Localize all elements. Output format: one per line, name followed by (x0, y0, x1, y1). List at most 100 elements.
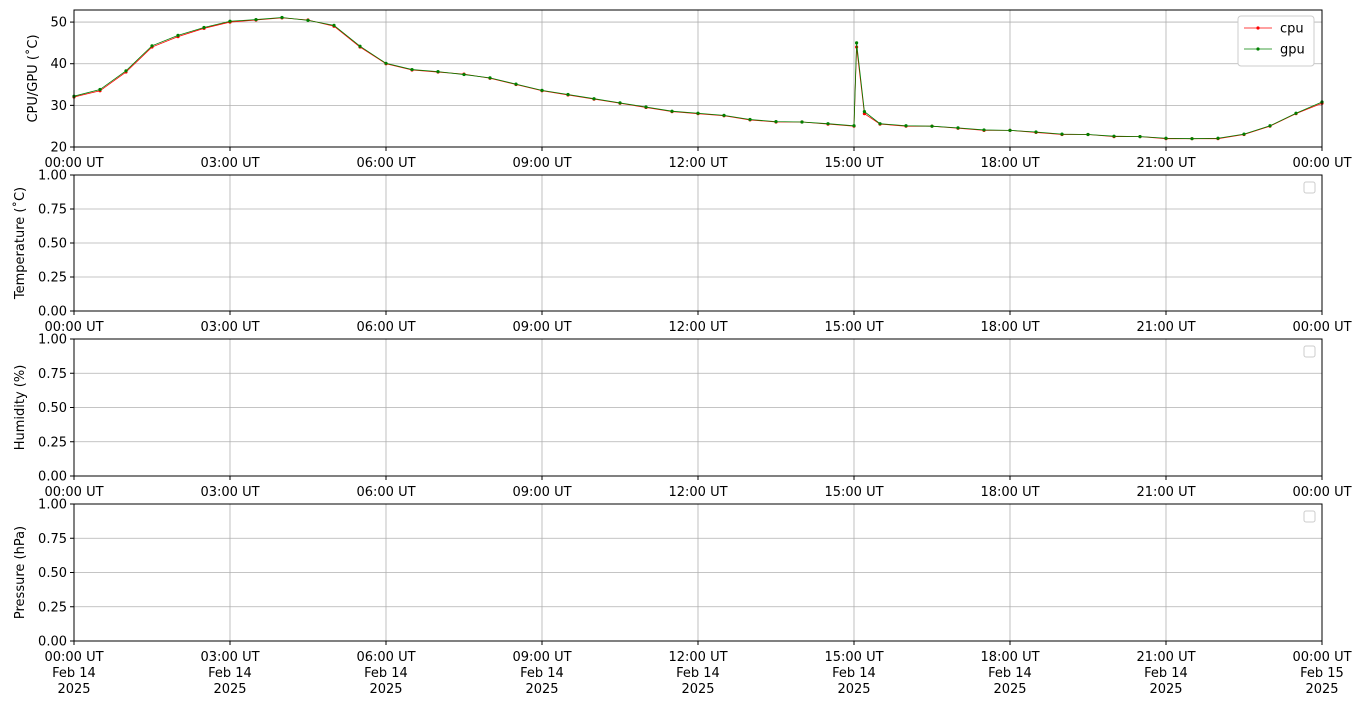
marker (592, 97, 596, 101)
x-tick-label: 18:00 UT (980, 485, 1039, 500)
marker (800, 120, 804, 124)
marker (1034, 130, 1038, 134)
y-tick-label: 0.50 (38, 237, 67, 252)
marker (514, 82, 518, 86)
x-tick-label: 18:00 UT (980, 156, 1039, 171)
marker (956, 126, 960, 130)
marker (462, 72, 466, 77)
y-tick-label: 20 (50, 141, 67, 156)
x-tick-label: 12:00 UT Feb 14 2025 (668, 650, 727, 697)
x-tick-label: 00:00 UT (1292, 156, 1351, 171)
x-tick-label: 06:00 UT Feb 14 2025 (356, 650, 415, 697)
marker (228, 19, 232, 23)
y-tick-label: 1.00 (38, 169, 67, 184)
x-tick-label: 15:00 UT Feb 14 2025 (824, 650, 883, 697)
y-tick-label: 0.50 (38, 566, 67, 581)
x-tick-label: 00:00 UT (44, 156, 103, 171)
x-tick-label: 12:00 UT (668, 320, 727, 335)
marker (1294, 111, 1298, 115)
y-tick-label: 0.00 (38, 470, 67, 485)
x-tick-label: 03:00 UT (200, 485, 259, 500)
marker (644, 105, 648, 109)
y-tick-label: 1.00 (38, 333, 67, 348)
marker (488, 76, 492, 80)
y-tick-label: 30 (50, 99, 67, 114)
marker (436, 70, 440, 74)
x-tick-label: 09:00 UT (512, 156, 571, 171)
marker (410, 67, 414, 72)
marker (254, 17, 258, 22)
x-tick-label: 09:00 UT Feb 14 2025 (512, 650, 571, 697)
x-tick-label: 15:00 UT (824, 156, 883, 171)
marker (1112, 134, 1116, 138)
x-tick-label: 00:00 UT (44, 320, 103, 335)
x-tick-label: 21:00 UT (1136, 156, 1195, 171)
marker (862, 110, 867, 114)
marker (384, 61, 388, 65)
marker (202, 25, 206, 30)
marker (150, 44, 154, 48)
x-tick-label: 09:00 UT (512, 320, 571, 335)
subplot: 0.00 0.25 0.50 0.75 1.00 00:00 UT 03:00 UT 06:0… (13, 333, 1352, 501)
legend-label: cpu (1280, 22, 1304, 37)
x-tick-label: 09:00 UT (512, 485, 571, 500)
y-tick-label: 0.00 (38, 305, 67, 320)
marker (748, 117, 752, 122)
legend-marker (1256, 26, 1260, 30)
marker (566, 92, 570, 97)
plot-frame (73, 338, 1323, 477)
marker (696, 111, 700, 115)
marker (1242, 132, 1246, 136)
marker (722, 113, 726, 117)
marker (826, 122, 830, 126)
plot-frame (73, 174, 1323, 312)
y-tick-label: 0.75 (38, 367, 67, 382)
marker (1138, 134, 1142, 139)
legend-box (1303, 181, 1316, 194)
subplot: 0.00 0.25 0.50 0.75 1.00 00:00 UT 03:00 UT 06:0… (12, 169, 1352, 336)
x-tick-label: 12:00 UT (668, 156, 727, 171)
y-tick-label: 0.00 (38, 635, 67, 650)
y-tick-label: 0.75 (38, 203, 67, 218)
x-tick-label: 15:00 UT (824, 485, 883, 500)
y-tick-label: 0.25 (38, 600, 67, 615)
marker (930, 124, 934, 128)
marker (670, 109, 674, 113)
marker (904, 124, 908, 128)
marker (852, 124, 856, 128)
x-tick-label: 06:00 UT (356, 485, 415, 500)
marker (358, 44, 362, 48)
marker (280, 15, 284, 20)
x-tick-label: 18:00 UT Feb 14 2025 (980, 650, 1039, 697)
marker (176, 33, 180, 38)
marker (1008, 128, 1012, 132)
marker (124, 69, 128, 73)
marker (1164, 136, 1168, 140)
legend-marker (1256, 47, 1260, 51)
marker (618, 101, 622, 105)
legend-box (1303, 510, 1316, 523)
x-tick-label: 03:00 UT Feb 14 2025 (200, 650, 259, 697)
plot-frame (73, 503, 1323, 642)
subplot: 20 30 40 50 00:00 UT 03:00 UT 06:00 UT 09:00 UT… (25, 9, 1352, 171)
y-axis-label: CPU/GPU (˚C) (25, 34, 41, 122)
marker (982, 128, 986, 132)
marker (878, 122, 882, 126)
marker (774, 119, 778, 124)
x-tick-label: 21:00 UT Feb 14 2025 (1136, 650, 1195, 697)
marker (306, 18, 310, 23)
marker (855, 41, 859, 45)
plot-frame (73, 9, 1323, 148)
marker (1086, 132, 1090, 137)
x-tick-label: 18:00 UT (980, 320, 1039, 335)
y-tick-label: 0.25 (38, 271, 67, 286)
x-tick-label: 06:00 UT (356, 156, 415, 171)
x-tick-label: 15:00 UT (824, 320, 883, 335)
x-tick-label: 00:00 UT (44, 485, 103, 500)
y-tick-label: 0.25 (38, 435, 67, 450)
x-tick-label: 03:00 UT (200, 156, 259, 171)
y-tick-label: 0.50 (38, 401, 67, 416)
legend-label: gpu (1280, 43, 1305, 58)
x-tick-label: 00:00 UT (1292, 485, 1351, 500)
